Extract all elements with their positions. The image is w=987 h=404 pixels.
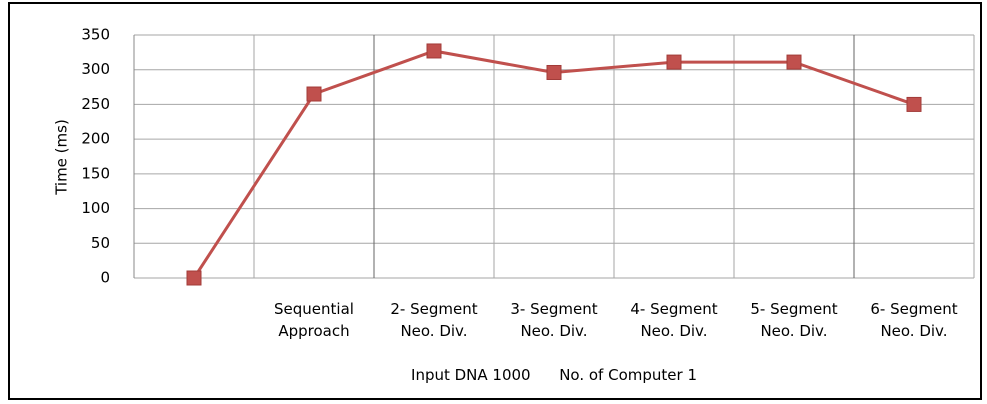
y-axis-title: Time (ms)	[53, 119, 71, 196]
y-tick-label: 350	[81, 26, 110, 44]
marker	[186, 270, 202, 286]
marker	[426, 43, 442, 59]
y-tick-label: 250	[81, 95, 110, 113]
x-tick-label: Sequential Approach	[274, 300, 354, 340]
marker	[786, 54, 802, 70]
y-tick-label: 50	[91, 234, 110, 252]
marker	[306, 86, 322, 102]
y-tick-label: 150	[81, 164, 110, 182]
x-tick-label: 6- Segment Neo. Div.	[870, 300, 958, 340]
x-tick-label: 5- Segment Neo. Div.	[750, 300, 838, 340]
marker	[666, 54, 682, 70]
y-tick-label: 0	[100, 269, 110, 287]
y-tick-label: 200	[81, 130, 110, 148]
x-axis-title: Input DNA 1000 No. of Computer 1	[411, 366, 697, 384]
y-tick-label: 300	[81, 60, 110, 78]
marker	[546, 64, 562, 80]
marker	[906, 96, 922, 112]
y-tick-label: 100	[81, 199, 110, 217]
series-line	[192, 49, 915, 279]
chart-frame	[8, 2, 982, 400]
x-tick-label: 2- Segment Neo. Div.	[390, 300, 478, 340]
x-tick-label: 3- Segment Neo. Div.	[510, 300, 598, 340]
x-tick-label: 4- Segment Neo. Div.	[630, 300, 718, 340]
